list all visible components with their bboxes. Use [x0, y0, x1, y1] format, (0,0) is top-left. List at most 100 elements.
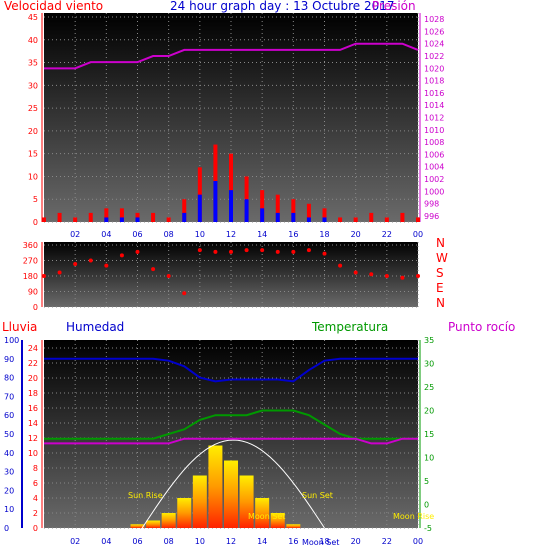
direction-point [369, 272, 374, 277]
direction-point [244, 248, 249, 253]
wind-y-tick: 15 [28, 150, 38, 159]
humidity-title: Humedad [66, 320, 124, 334]
direction-point [151, 267, 156, 272]
wind-gust-bar [119, 208, 124, 222]
wind-gust-bar [104, 208, 109, 222]
sun-path [141, 439, 325, 529]
solar-bar [286, 524, 301, 528]
moonrise-label: Moon Rise [393, 512, 434, 521]
wind-gust-bar [400, 212, 405, 222]
solar-bar [177, 498, 192, 528]
x-tick-bottom: 10 [195, 537, 205, 546]
compass-label: W [436, 251, 448, 265]
direction-point [338, 263, 343, 268]
rain-y-tick: 16 [28, 404, 38, 413]
pressure-y-tick: 1028 [424, 15, 444, 24]
humidity-y-tick: 20 [4, 486, 14, 495]
direction-y-tick: 360 [23, 241, 38, 250]
moonset-label: Moon Set [248, 512, 285, 521]
direction-point [73, 261, 78, 266]
rain-title: Lluvia [2, 320, 37, 334]
direction-point [197, 248, 202, 253]
solar-bar [130, 524, 145, 528]
pressure-title: Presión [372, 0, 416, 13]
dewpoint-line [44, 437, 418, 445]
wind-gust-bar [73, 217, 78, 222]
x-tick-top: 12 [226, 230, 236, 239]
pressure-y-tick: 1022 [424, 52, 444, 61]
temperature-y-tick: 0 [424, 501, 429, 510]
x-tick-bottom: 16 [288, 537, 298, 546]
x-tick-bottom: 12 [226, 537, 236, 546]
wind-gust-bar [275, 194, 280, 222]
wind-avg-bar [306, 217, 311, 222]
x-tick-bottom: 22 [382, 537, 392, 546]
wind-gust-bar [42, 217, 46, 222]
wind-y-tick: 45 [28, 13, 38, 22]
wind-avg-bar [197, 194, 202, 222]
pressure-y-tick: 1020 [424, 64, 444, 73]
humidity-y-tick: 0 [4, 524, 9, 533]
wind-y-tick: 10 [28, 172, 38, 181]
wind-gust-bar [416, 217, 420, 222]
direction-point [104, 263, 109, 268]
pressure-y-tick: 1000 [424, 187, 444, 196]
wind-avg-bar [275, 212, 280, 222]
wind-avg-bar [291, 212, 296, 222]
direction-y-tick: 0 [33, 303, 38, 312]
wind-gust-bar [166, 217, 171, 222]
temperature-y-tick: -5 [424, 524, 432, 533]
temperature-y-tick: 30 [424, 360, 434, 369]
x-tick-bottom: 02 [70, 537, 80, 546]
compass-label: N [436, 296, 445, 310]
sunrise-label: Sun Rise [128, 491, 163, 500]
compass-label: S [436, 266, 444, 280]
direction-point [135, 249, 140, 254]
chart-title: 24 hour graph day : 13 Octubre 2017 [170, 0, 395, 13]
wind-avg-bar [119, 217, 124, 222]
direction-point [88, 258, 93, 263]
wind-gust-bar [260, 190, 265, 222]
sunset-label: Sun Set [302, 491, 333, 500]
wind-speed-title: Velocidad viento [4, 0, 103, 13]
direction-point [213, 249, 218, 254]
compass-label: E [436, 281, 444, 295]
x-tick-top: 20 [351, 230, 361, 239]
temperature-y-tick: 20 [424, 407, 434, 416]
direction-point [166, 274, 171, 278]
direction-y-tick: 270 [23, 257, 38, 266]
x-tick-top: 08 [164, 230, 174, 239]
wind-gust-bar [57, 212, 62, 222]
wind-avg-bar [135, 217, 140, 222]
rain-y-tick: 8 [33, 464, 38, 473]
wind-avg-bar [104, 217, 109, 222]
x-tick-top: 10 [195, 230, 205, 239]
direction-point [229, 249, 233, 254]
direction-point [384, 274, 389, 278]
moonset-label-2: Moon Set [302, 538, 339, 547]
wind-y-tick: 30 [28, 81, 38, 90]
solar-bar [255, 498, 270, 528]
direction-point [322, 251, 327, 256]
humidity-y-tick: 40 [4, 449, 14, 458]
wind-gust-bar [369, 212, 374, 222]
rain-y-tick: 6 [33, 479, 38, 488]
pressure-line [44, 42, 419, 70]
wind-gust-bar [151, 212, 156, 222]
wind-gust-bar [182, 199, 187, 222]
pressure-y-tick: 1006 [424, 150, 444, 159]
x-tick-bottom: 06 [132, 537, 142, 546]
x-tick-top: 00 [413, 230, 423, 239]
pressure-y-tick: 998 [424, 200, 439, 209]
direction-point [353, 270, 358, 275]
x-tick-top: 04 [101, 230, 111, 239]
pressure-y-tick: 1004 [424, 163, 444, 172]
humidity-y-tick: 30 [4, 468, 14, 477]
wind-gust-bar [291, 199, 296, 222]
pressure-y-tick: 1008 [424, 138, 444, 147]
temperature-y-tick: 15 [424, 430, 434, 439]
wind-y-tick: 25 [28, 104, 38, 113]
direction-point [182, 291, 187, 296]
humidity-y-tick: 10 [4, 505, 14, 514]
temperature-y-tick: 5 [424, 477, 429, 486]
